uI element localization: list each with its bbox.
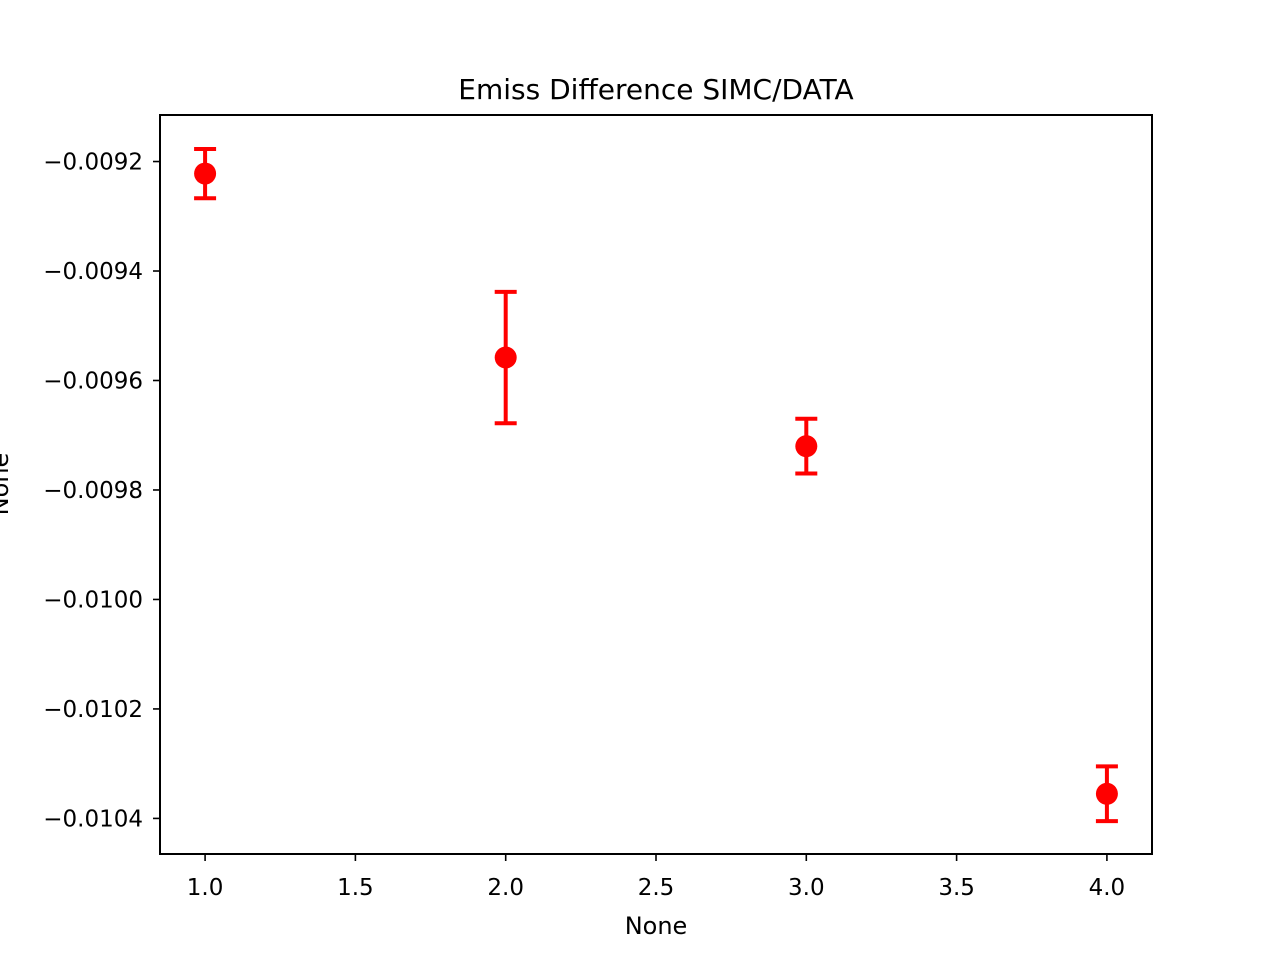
data-point [795, 416, 818, 476]
x-tick-label: 1.5 [337, 875, 374, 901]
x-tick-label: 2.0 [487, 875, 524, 901]
data-marker [795, 435, 818, 458]
data-series [194, 146, 1118, 824]
data-point [194, 146, 217, 201]
data-point [1095, 764, 1118, 824]
data-marker [1095, 782, 1118, 805]
y-axis-label: None [0, 453, 14, 516]
y-tick-label: −0.0102 [43, 697, 143, 723]
data-point [494, 289, 517, 426]
x-tick-label: 3.5 [938, 875, 975, 901]
y-tick-label: −0.0098 [43, 478, 143, 504]
y-axis-ticks: −0.0092 −0.0094 −0.0096 −0.0098 −0.0100 −0.01… [43, 150, 160, 832]
y-tick-label: −0.0094 [43, 259, 143, 285]
x-axis-ticks: 1.0 1.5 2.0 2.5 3.0 3.5 4.0 [187, 854, 1125, 901]
y-tick-label: −0.0092 [43, 150, 143, 176]
x-tick-label: 4.0 [1089, 875, 1126, 901]
data-marker [194, 162, 217, 185]
data-marker [494, 346, 517, 369]
y-tick-label: −0.0096 [43, 368, 143, 394]
x-tick-label: 1.0 [187, 875, 224, 901]
y-tick-label: −0.0100 [43, 587, 143, 613]
plot-frame [159, 114, 1153, 855]
x-tick-label: 2.5 [638, 875, 675, 901]
chart-title: Emiss Difference SIMC/DATA [458, 73, 853, 106]
x-axis-label: None [625, 912, 688, 940]
x-tick-label: 3.0 [788, 875, 825, 901]
y-tick-label: −0.0104 [43, 806, 143, 832]
